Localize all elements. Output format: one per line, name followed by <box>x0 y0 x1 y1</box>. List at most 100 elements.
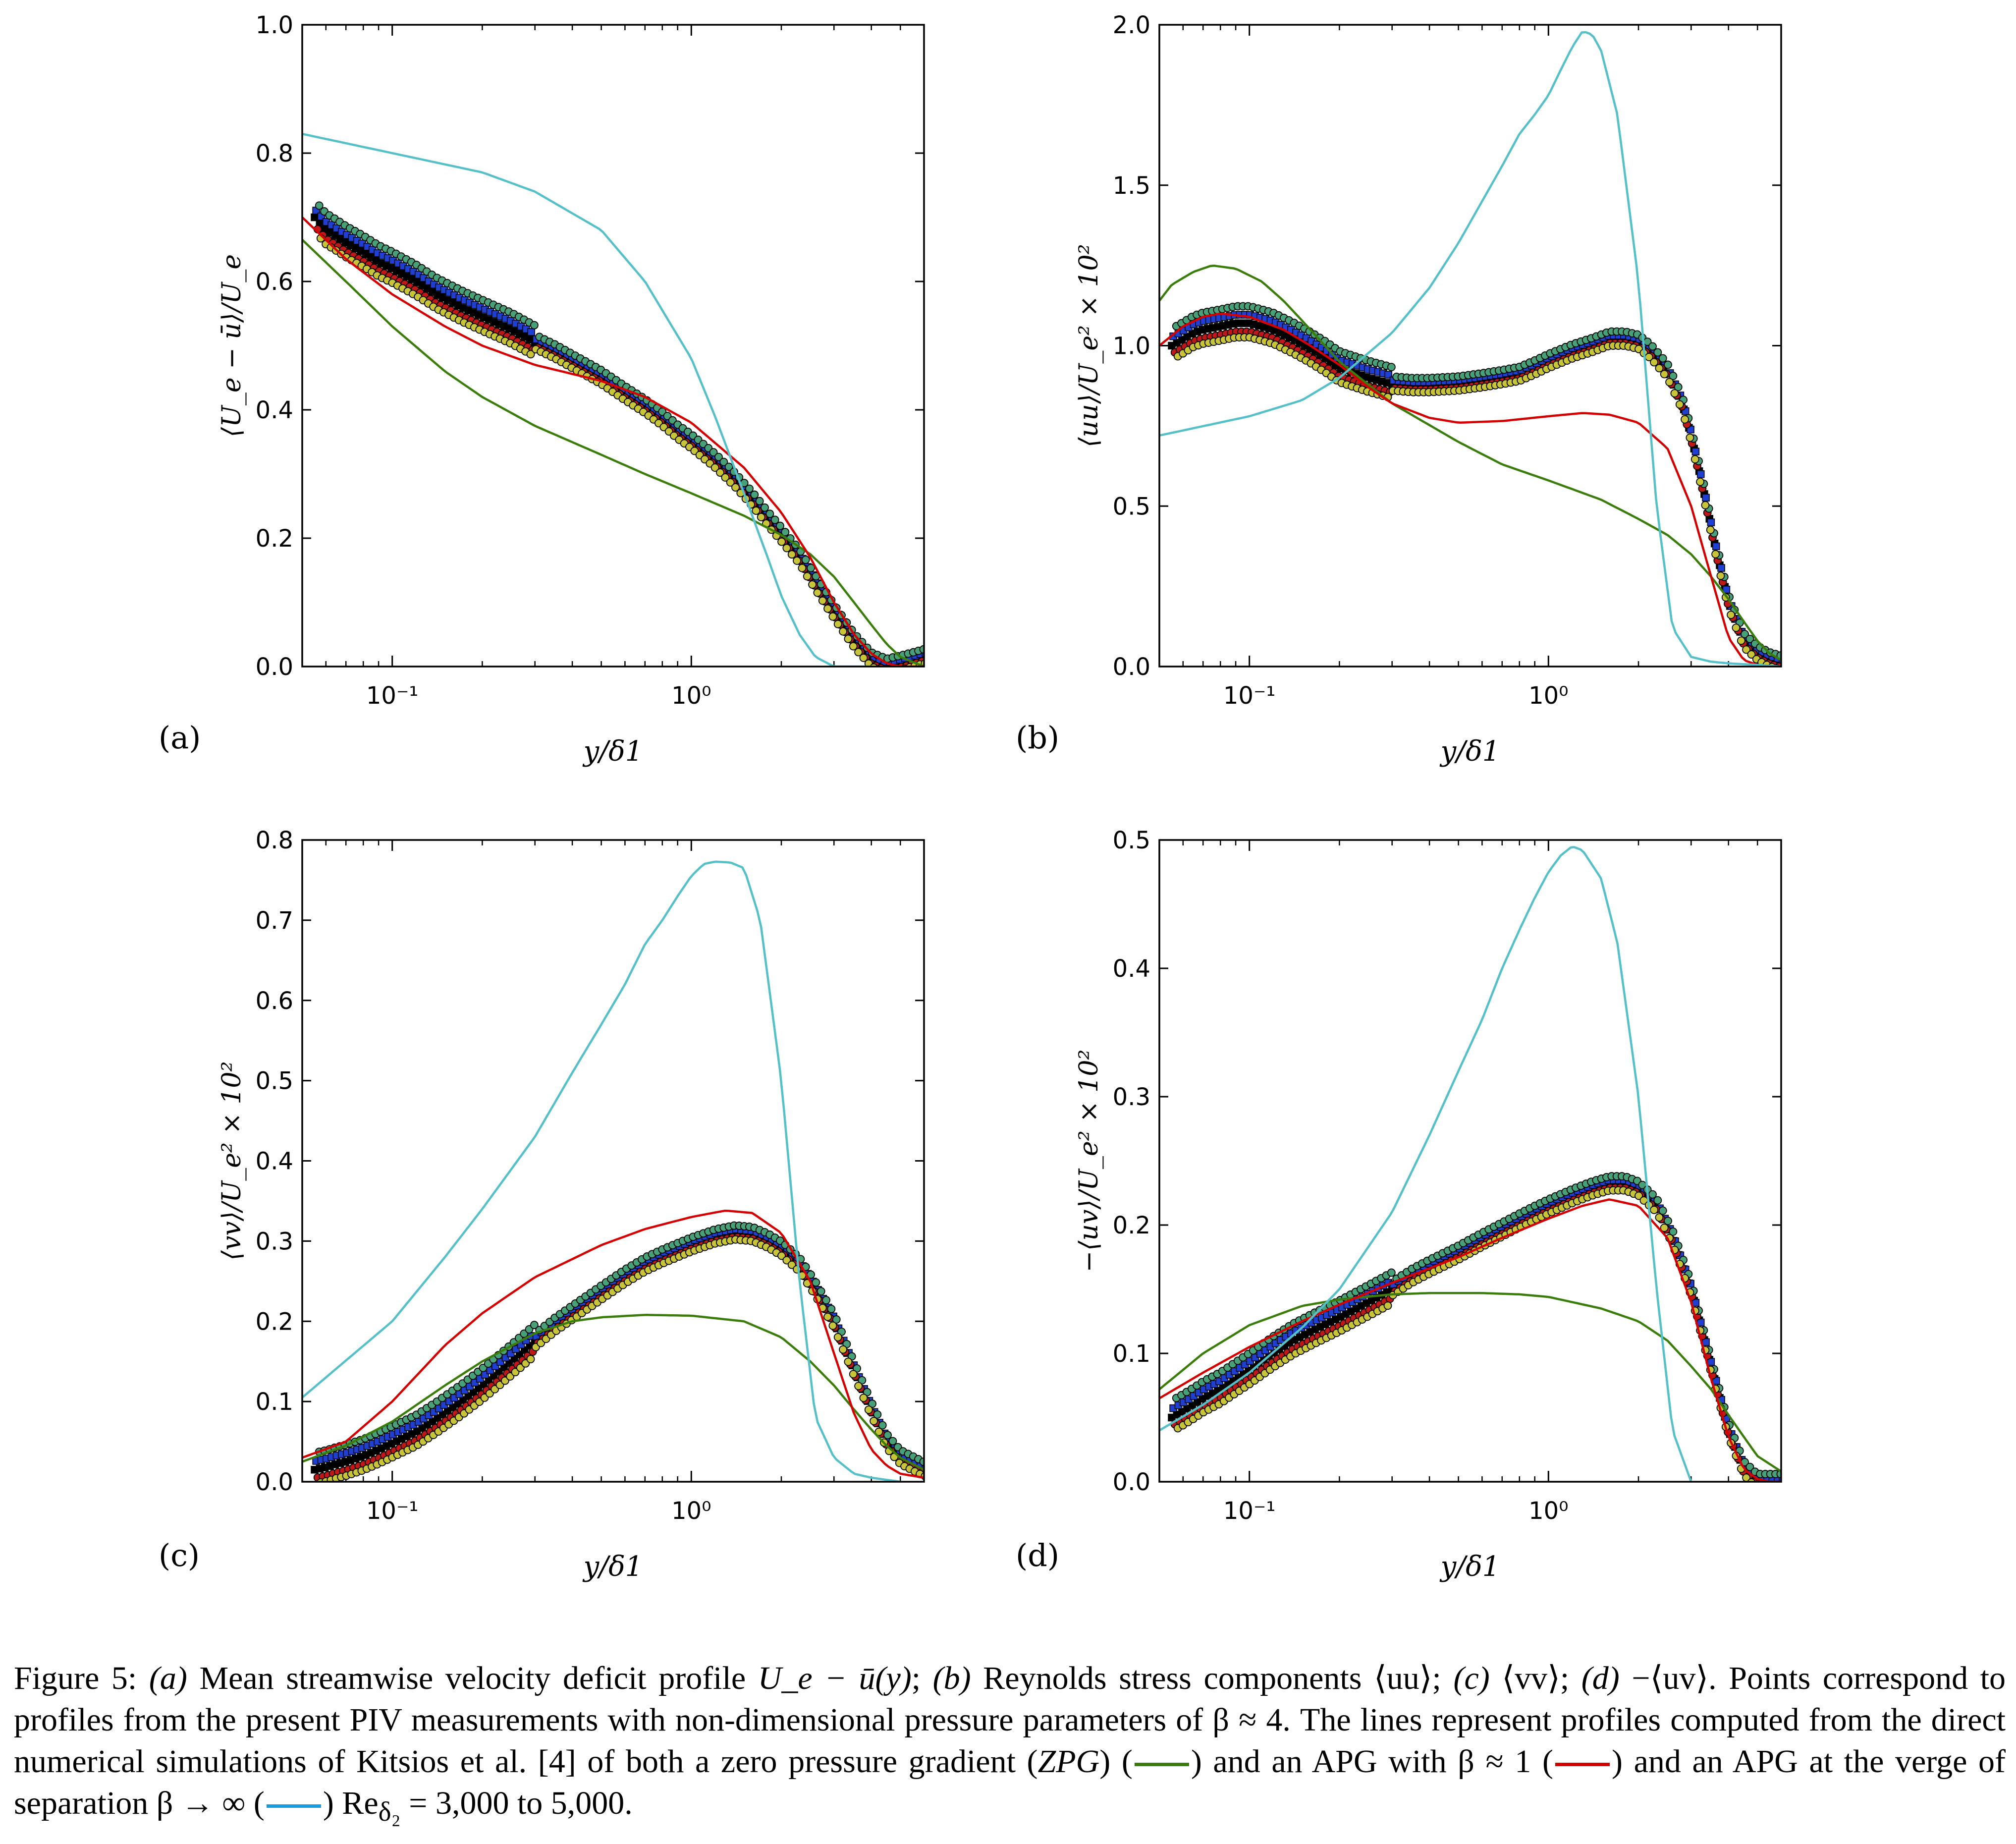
piv-point <box>1383 1301 1392 1310</box>
x-axis-label: y/δ1 <box>582 735 643 768</box>
caption-sentence-3d: ) and an APG at the verge of separation … <box>14 1743 2006 1821</box>
piv-point <box>1745 634 1754 643</box>
piv-point <box>721 473 730 482</box>
y-tick-label: 1.5 <box>1113 172 1150 200</box>
y-axis-label: ⟨vv⟩/U_e² × 10² <box>217 1062 247 1261</box>
piv-point <box>752 506 761 515</box>
caption-a-expr: U_e − ū(y) <box>758 1660 912 1696</box>
y-tick-label: 0.6 <box>256 987 293 1015</box>
line-apg-beta-1 <box>1159 312 1781 667</box>
piv-point <box>793 557 801 565</box>
piv-point <box>813 588 822 597</box>
line-zpg <box>302 1314 924 1471</box>
piv-point <box>777 537 786 546</box>
piv-points-0 <box>311 1229 924 1474</box>
piv-points-1 <box>312 1225 924 1470</box>
y-tick-label: 0.4 <box>256 1148 293 1175</box>
piv-point <box>719 457 728 466</box>
piv-point <box>1681 415 1689 424</box>
piv-points-4 <box>1173 333 1781 667</box>
y-tick-label: 0.8 <box>256 827 293 854</box>
piv-point <box>1702 494 1710 502</box>
piv-point <box>787 550 796 559</box>
figure-caption: Figure 5: (a) Mean streamwise velocity d… <box>14 1660 2006 1827</box>
piv-point <box>833 1333 842 1341</box>
piv-point <box>926 1472 934 1480</box>
panel-c: 0.0 0.1 0.2 0.3 0.4 0.5 0.6 0.7 0.8 10⁻¹ 10⁰ y/δ1 ⟨v… <box>159 827 934 1583</box>
piv-point <box>798 563 807 572</box>
piv-point <box>782 544 791 553</box>
panel-label: (d) <box>1016 1537 1059 1573</box>
piv-point <box>849 642 858 651</box>
piv-point <box>1660 1224 1669 1232</box>
piv-point <box>827 1304 836 1313</box>
piv-point <box>807 563 815 572</box>
piv-point <box>526 1355 535 1363</box>
piv-point <box>530 321 539 330</box>
piv-point <box>884 666 888 667</box>
caption-figure-number: Figure 5: <box>14 1660 137 1696</box>
piv-point <box>822 1296 830 1304</box>
piv-point <box>777 1251 786 1260</box>
piv-point <box>1696 470 1705 478</box>
caption-b-text: Reynolds stress components <box>983 1660 1362 1696</box>
piv-point <box>874 1427 883 1436</box>
piv-point <box>817 1287 825 1296</box>
piv-point <box>801 556 810 564</box>
piv-point <box>1670 389 1679 398</box>
piv-point <box>1757 1481 1760 1482</box>
caption-b-label: (b) <box>932 1660 971 1696</box>
y-axis-label: ⟨uu⟩/U_e² × 10² <box>1074 244 1104 447</box>
piv-point <box>859 1394 868 1402</box>
line-apg-beta-inf <box>1159 846 1692 1482</box>
piv-point <box>828 612 837 621</box>
piv-point <box>1650 358 1658 367</box>
piv-point <box>808 580 817 589</box>
piv-point <box>750 490 759 499</box>
y-tick-label: 0.5 <box>1113 827 1150 854</box>
axes-frame <box>301 839 925 1483</box>
piv-point <box>1669 372 1678 380</box>
piv-point <box>1655 364 1664 373</box>
piv-point <box>823 604 832 613</box>
line-zpg <box>302 239 924 667</box>
caption-sentence-3b: ) ( <box>1099 1743 1133 1780</box>
y-tick-label: 0.0 <box>256 1468 293 1496</box>
y-tick-label: 0.5 <box>1113 493 1150 520</box>
piv-point <box>859 654 868 662</box>
piv-point <box>1387 363 1396 372</box>
y-tick-label: 0.8 <box>256 140 293 168</box>
piv-point <box>1665 378 1674 387</box>
line-apg-beta-1 <box>1159 1198 1781 1482</box>
piv-point <box>803 572 812 581</box>
y-tick-label: 0.1 <box>256 1388 293 1416</box>
piv-point <box>1782 1470 1790 1478</box>
line-apg-beta-1 <box>302 216 924 667</box>
piv-point <box>1782 652 1790 659</box>
piv-point <box>1664 360 1672 369</box>
caption-sentence-3a: The lines represent profiles computed fr… <box>14 1702 2006 1780</box>
caption-sentence-3c: ) and an APG with β ≈ 1 ( <box>1191 1743 1553 1780</box>
piv-point <box>782 1256 791 1265</box>
apginf-swatch <box>266 1804 321 1808</box>
piv-point <box>1658 354 1667 363</box>
piv-point <box>1658 1206 1667 1215</box>
caption-c-label: (c) <box>1453 1660 1490 1696</box>
piv-point <box>833 619 842 628</box>
piv-point <box>731 483 740 492</box>
piv-point <box>530 1321 539 1330</box>
x-axis-label: y/δ1 <box>1439 735 1500 768</box>
caption-c-expr: ⟨vv⟩ <box>1502 1660 1560 1696</box>
piv-point <box>1777 1481 1781 1482</box>
panel-label: (a) <box>159 720 201 756</box>
plot-area <box>1159 846 1791 1492</box>
piv-point <box>844 634 853 643</box>
y-tick-label: 1.0 <box>256 11 293 39</box>
line-apg-beta-inf <box>302 132 872 667</box>
piv-point <box>1784 1484 1791 1492</box>
y-tick-label: 0.0 <box>1113 653 1150 681</box>
piv-point <box>925 1458 932 1466</box>
y-tick-label: 0.2 <box>256 525 293 553</box>
piv-point <box>315 201 324 210</box>
